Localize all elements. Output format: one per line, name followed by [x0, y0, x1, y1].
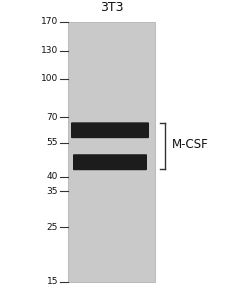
Text: 55: 55 — [47, 138, 58, 147]
Text: 25: 25 — [47, 223, 58, 232]
Text: 3T3: 3T3 — [100, 1, 123, 14]
FancyBboxPatch shape — [73, 154, 147, 170]
Text: 40: 40 — [47, 172, 58, 182]
Text: 70: 70 — [47, 112, 58, 122]
Text: 130: 130 — [41, 46, 58, 55]
Text: M-CSF: M-CSF — [172, 138, 209, 151]
FancyBboxPatch shape — [68, 22, 155, 282]
Text: 15: 15 — [47, 278, 58, 286]
Text: 170: 170 — [41, 17, 58, 26]
Text: 100: 100 — [41, 74, 58, 83]
Text: 35: 35 — [47, 187, 58, 196]
FancyBboxPatch shape — [71, 122, 149, 138]
